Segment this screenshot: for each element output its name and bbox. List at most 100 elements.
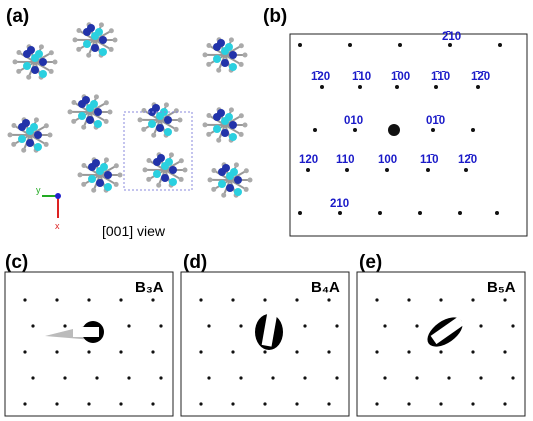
atom — [229, 51, 237, 59]
atom — [96, 179, 104, 187]
atom — [48, 68, 54, 74]
spot — [127, 324, 131, 328]
spot — [55, 402, 59, 406]
spot — [439, 402, 443, 406]
atom — [234, 176, 242, 184]
spot — [239, 324, 243, 328]
spot — [383, 376, 387, 380]
bond — [29, 134, 47, 146]
spot — [151, 402, 155, 406]
atom — [238, 43, 244, 49]
spot — [471, 128, 475, 132]
beam-stop — [430, 316, 465, 345]
spot — [295, 350, 299, 354]
atom — [233, 162, 239, 168]
miller-index: 100 — [378, 154, 397, 166]
spot — [388, 124, 400, 136]
spot — [503, 402, 507, 406]
atom — [33, 117, 39, 123]
atom — [12, 59, 18, 65]
atom — [81, 162, 87, 168]
spot — [327, 298, 331, 302]
atom — [34, 131, 42, 139]
diffraction-spots — [298, 43, 502, 215]
spot — [511, 324, 515, 328]
sample-label: B₃A — [135, 279, 164, 296]
atom — [91, 187, 97, 193]
atom — [164, 128, 172, 136]
spot — [479, 324, 483, 328]
atom — [141, 126, 147, 132]
bond — [224, 124, 242, 136]
atom — [31, 66, 39, 74]
atom — [225, 43, 233, 51]
atom — [27, 46, 35, 54]
pattern-frame — [4, 271, 174, 417]
atom — [211, 186, 217, 192]
spot — [431, 128, 435, 132]
atom — [81, 124, 87, 130]
spot — [119, 402, 123, 406]
spot — [439, 350, 443, 354]
atom — [103, 118, 109, 124]
atom — [229, 133, 237, 141]
atom — [88, 175, 96, 183]
atom — [238, 113, 244, 119]
miller-index: 1̄10 — [352, 71, 371, 83]
spot — [298, 211, 302, 215]
spot — [63, 376, 67, 380]
atom — [99, 48, 107, 56]
atom — [229, 63, 237, 71]
atom — [247, 177, 253, 183]
spot — [303, 324, 307, 328]
atom — [238, 61, 244, 67]
spot — [63, 324, 67, 328]
atom — [26, 139, 34, 147]
atom — [142, 167, 148, 173]
atom — [182, 167, 188, 173]
atom — [137, 117, 143, 123]
spot — [127, 376, 131, 380]
atom — [108, 28, 114, 34]
atom — [157, 154, 165, 162]
axis-label: y — [36, 185, 41, 195]
atom — [228, 107, 234, 113]
atom — [151, 132, 157, 138]
atom — [222, 164, 230, 172]
unit-cell — [123, 111, 193, 191]
spot — [151, 350, 155, 354]
crystal-structure — [7, 22, 253, 198]
atom — [178, 176, 184, 182]
atom — [238, 131, 244, 137]
atom — [72, 37, 78, 43]
atom — [94, 108, 102, 116]
miller-index: 1̄1̄0 — [431, 71, 450, 83]
atom — [211, 167, 217, 173]
spot — [335, 324, 339, 328]
spot — [87, 350, 91, 354]
bond — [99, 174, 117, 186]
atom — [82, 96, 90, 104]
spot — [383, 324, 387, 328]
atom — [87, 24, 95, 32]
atom — [156, 182, 162, 188]
spot — [239, 376, 243, 380]
miller-index: 210 — [330, 198, 349, 210]
sample-label: B₅A — [487, 279, 516, 296]
atom — [207, 177, 213, 183]
atom — [86, 52, 92, 58]
spot — [231, 402, 235, 406]
atom — [38, 44, 44, 50]
spot — [295, 298, 299, 302]
atom — [108, 46, 114, 52]
spot — [119, 350, 123, 354]
atom — [21, 147, 27, 153]
atom — [113, 181, 119, 187]
spot — [476, 85, 480, 89]
spot — [303, 376, 307, 380]
spot — [407, 298, 411, 302]
atom — [163, 102, 169, 108]
axis-label: x — [55, 221, 60, 231]
spot — [407, 350, 411, 354]
spot — [263, 350, 267, 354]
